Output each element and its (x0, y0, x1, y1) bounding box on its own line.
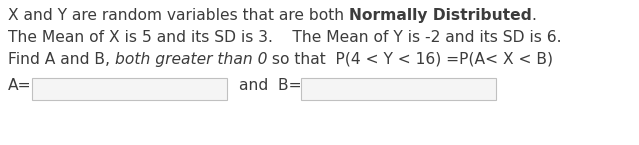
Text: A=: A= (8, 78, 31, 93)
FancyBboxPatch shape (31, 78, 227, 100)
Text: X and Y are random variables that are both: X and Y are random variables that are bo… (8, 8, 349, 23)
Text: and  B=: and B= (238, 78, 301, 93)
Text: Normally Distributed: Normally Distributed (349, 8, 532, 23)
Text: Find A and B,: Find A and B, (8, 52, 115, 67)
Text: so that  P(4 < Y < 16) =P(A< X < B): so that P(4 < Y < 16) =P(A< X < B) (267, 52, 553, 67)
Text: both greater than 0: both greater than 0 (115, 52, 267, 67)
FancyBboxPatch shape (301, 78, 497, 100)
Text: .: . (532, 8, 537, 23)
Text: The Mean of X is 5 and its SD is 3.    The Mean of Y is -2 and its SD is 6.: The Mean of X is 5 and its SD is 3. The … (8, 30, 562, 45)
